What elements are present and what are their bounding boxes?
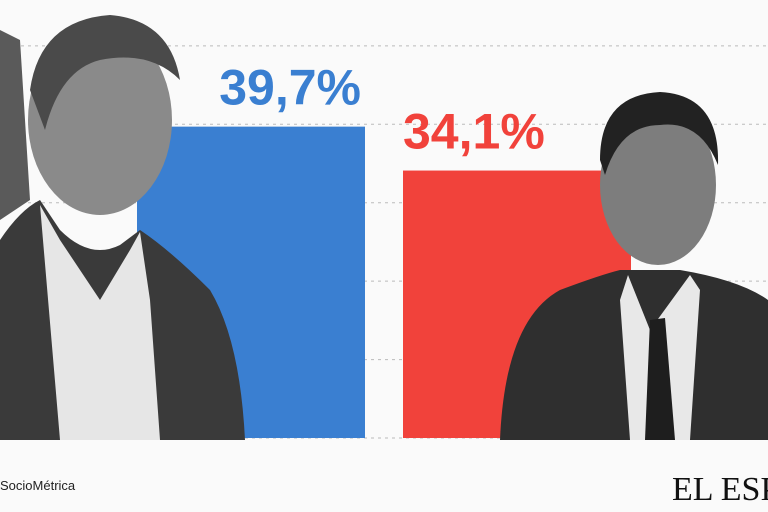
photo-right xyxy=(500,92,768,440)
logo: EL ESP xyxy=(672,471,768,508)
value-label: 34,1% xyxy=(403,104,545,160)
source: SocioMétrica xyxy=(0,478,76,493)
photo-left xyxy=(0,15,245,440)
value-label: 39,7% xyxy=(219,60,361,116)
value-labels: 39,7% 34,1% xyxy=(219,60,545,160)
